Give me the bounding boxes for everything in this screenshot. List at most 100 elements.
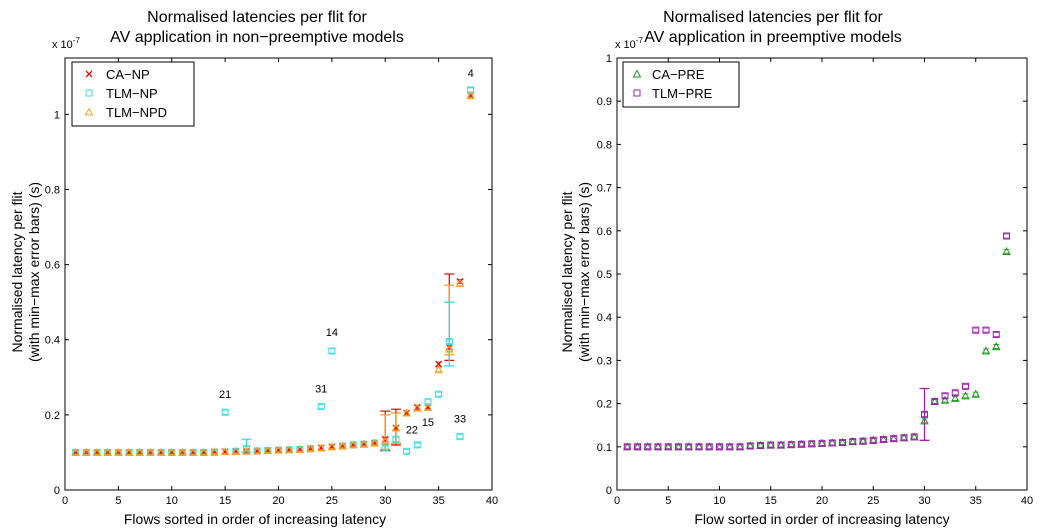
data-point xyxy=(392,435,400,443)
x-axis-label: Flow sorted in order of increasing laten… xyxy=(694,511,949,527)
minmax-cap xyxy=(870,437,877,443)
legend-marker xyxy=(85,70,93,78)
data-point xyxy=(412,403,422,412)
minmax-cap xyxy=(778,442,784,448)
legend-marker xyxy=(632,69,642,78)
data-point xyxy=(818,439,826,447)
minmax-cap xyxy=(446,339,453,345)
minmax-cap xyxy=(942,393,948,399)
minmax-cap xyxy=(665,444,672,450)
y-tick-label: 0.8 xyxy=(597,139,612,151)
chart-title-line-2: AV application in non−preemptive models xyxy=(110,29,404,46)
y-tick-label: 0.9 xyxy=(597,96,612,108)
point-annotation: 22 xyxy=(406,425,418,437)
data-point xyxy=(403,447,411,455)
minmax-cap xyxy=(860,438,866,444)
x-tick-label: 10 xyxy=(166,495,178,507)
legend-marker xyxy=(85,89,93,97)
data-point xyxy=(920,416,929,425)
legend-marker xyxy=(633,89,641,97)
minmax-cap xyxy=(371,440,378,446)
minmax-cap xyxy=(307,446,314,452)
data-point xyxy=(435,360,443,368)
data-point xyxy=(869,436,877,444)
y-tick-label: 0.8 xyxy=(45,184,60,196)
legend-entry-ca-pre: CA−PRE xyxy=(652,67,705,82)
x-tick-label: 10 xyxy=(713,495,725,507)
legend-entry-tlm-pre: TLM−PRE xyxy=(652,86,713,101)
minmax-cap xyxy=(328,348,335,354)
minmax-cap xyxy=(972,327,979,333)
y-scale-exponent: -7 xyxy=(73,36,81,45)
data-point xyxy=(664,443,672,451)
minmax-cap xyxy=(456,280,463,286)
data-point xyxy=(146,447,155,456)
legend-markers xyxy=(632,69,642,97)
data-point xyxy=(338,441,347,450)
minmax-cap xyxy=(921,412,928,417)
minmax-cap xyxy=(392,425,399,431)
minmax-cap xyxy=(243,448,250,454)
data-point xyxy=(654,443,662,451)
data-point xyxy=(961,391,970,400)
minmax-cap xyxy=(901,435,907,441)
data-point xyxy=(951,389,959,397)
data-point xyxy=(940,395,950,404)
minmax-cap xyxy=(328,444,335,450)
minmax-cap xyxy=(158,450,165,455)
minmax-cap xyxy=(446,346,453,352)
y-tick-label: 0.7 xyxy=(597,183,612,195)
y-axis-label: Normalised latency per flit (with min−ma… xyxy=(559,182,592,362)
minmax-cap xyxy=(962,383,969,389)
data-point xyxy=(746,442,754,450)
data-point xyxy=(634,443,641,451)
point-annotation: 14 xyxy=(326,327,338,339)
chart-title-line-2: AV application in preemptive models xyxy=(644,29,902,46)
minmax-cap xyxy=(414,442,421,448)
plot-area: 0 5 10 15 20 25 30 35 40 0 0.1 0.2 0.3 0.4 0.5 0.6 0.7 0.… xyxy=(597,53,1033,507)
data-point xyxy=(900,434,908,442)
minmax-cap xyxy=(849,439,856,445)
minmax-cap xyxy=(921,418,928,424)
legend-marker xyxy=(84,107,94,116)
minmax-cap xyxy=(798,441,805,447)
y-axis-label-line-1: Normalised latency per flit xyxy=(559,191,575,352)
y-scale-label: x 10-7 xyxy=(52,36,80,51)
minmax-cap xyxy=(1003,249,1010,254)
minmax-cap xyxy=(839,440,846,445)
minmax-cap xyxy=(382,445,389,451)
minmax-cap xyxy=(952,390,959,396)
data-point xyxy=(242,446,251,455)
minmax-cap xyxy=(286,447,293,453)
data-point xyxy=(675,443,682,451)
data-point xyxy=(221,408,229,416)
minmax-cap xyxy=(880,437,887,442)
x-tick-label: 15 xyxy=(765,495,777,507)
x-tick-label: 30 xyxy=(918,495,930,507)
minmax-cap xyxy=(829,440,836,446)
y-scale-label: x 10-7 xyxy=(615,36,643,51)
data-point xyxy=(736,443,744,451)
data-point xyxy=(327,442,337,451)
legend-markers xyxy=(84,70,94,116)
data-point xyxy=(787,441,795,449)
x-tick-label: 15 xyxy=(219,495,231,507)
data-point xyxy=(839,438,846,446)
data-point xyxy=(931,397,939,405)
y-scale-base: x 10 xyxy=(52,39,73,51)
data-point xyxy=(705,443,713,451)
y-tick-label: 0 xyxy=(606,485,612,497)
data-point xyxy=(808,440,816,448)
chart-preemptive: Normalised latencies per flit for AV app… xyxy=(559,9,1033,527)
x-tick-label: 20 xyxy=(816,495,828,507)
point-annotation: 33 xyxy=(454,413,466,425)
minmax-cap xyxy=(706,444,713,450)
data-point xyxy=(82,447,91,456)
minmax-cap xyxy=(296,447,303,452)
data-point xyxy=(849,438,857,446)
y-tick-label: 0.5 xyxy=(597,269,612,281)
data-point xyxy=(252,446,262,455)
minmax-cap xyxy=(644,444,651,450)
data-point xyxy=(435,390,443,398)
